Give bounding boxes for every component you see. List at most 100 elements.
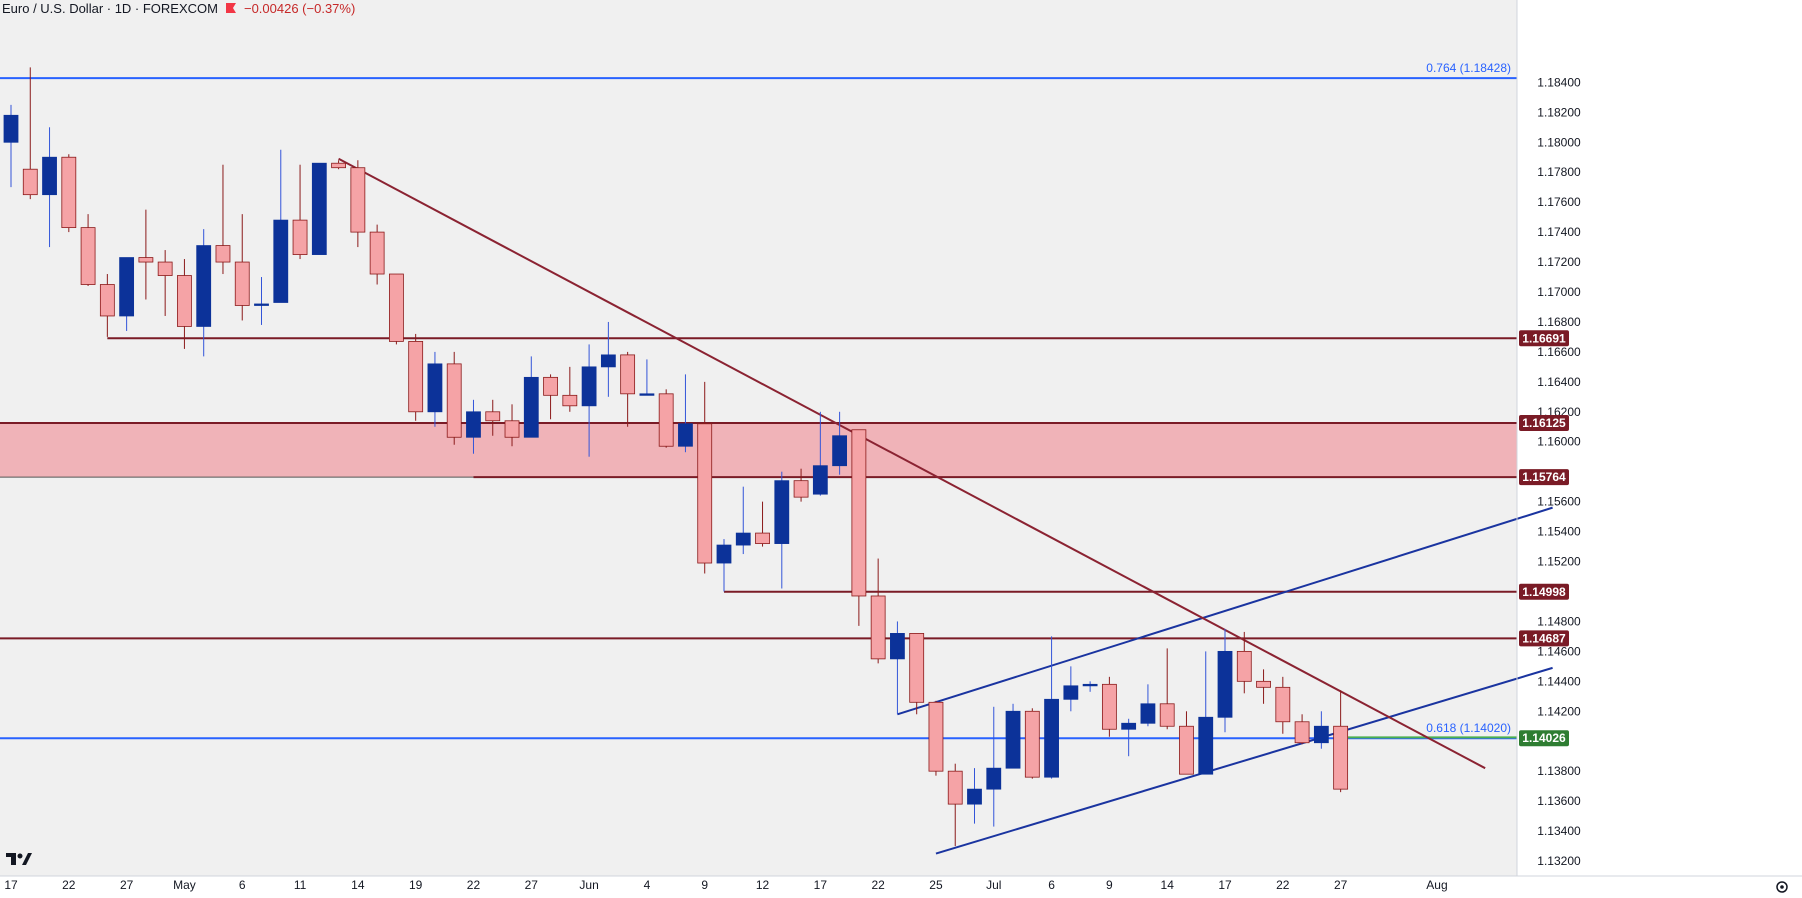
candle-3 <box>61 154 77 233</box>
x-tick-label: Jun <box>579 878 598 892</box>
candle-61 <box>1179 711 1194 775</box>
y-tick-label: 1.16000 <box>1537 435 1581 449</box>
fib-label-5: 0.618 (1.14020) <box>1426 721 1511 735</box>
x-tick-label: 11 <box>294 878 307 892</box>
candle-body <box>254 303 269 306</box>
candle-8 <box>157 250 173 316</box>
price-tag-4-bg <box>1519 630 1569 647</box>
y-tick-label: 1.14200 <box>1537 704 1581 718</box>
candle-body <box>234 261 250 306</box>
y-tick-label: 1.15600 <box>1537 495 1581 509</box>
candle-body <box>311 162 327 255</box>
x-tick-label: 9 <box>1106 878 1113 892</box>
candle-29 <box>562 366 578 412</box>
candles <box>3 67 1349 847</box>
candle-body <box>851 429 867 597</box>
symbol-title[interactable]: Euro / U.S. Dollar · 1D · FOREXCOM <box>2 0 218 16</box>
candle-1 <box>22 67 38 200</box>
candle-38 <box>735 486 751 555</box>
candle-16 <box>311 162 327 255</box>
candle-body <box>793 480 809 498</box>
candle-63 <box>1217 628 1233 733</box>
time-axis: 17 22 27 May 6 11 14 19 22 27 Jun 4 9 12 17 22 25 Jul 6 9 14… <box>4 878 1447 892</box>
candle-body <box>639 393 655 396</box>
candle-body <box>658 393 674 447</box>
candle-body <box>755 532 770 544</box>
y-tick-label: 1.13800 <box>1537 764 1581 778</box>
candle-34 <box>658 389 674 448</box>
candle-12 <box>234 214 250 321</box>
candle-24 <box>466 399 481 454</box>
candle-45 <box>870 558 886 664</box>
candle-body <box>562 394 578 407</box>
candle-body <box>350 167 366 233</box>
candle-35 <box>678 374 693 453</box>
price-tag-3-bg <box>1519 583 1569 600</box>
candle-28 <box>543 374 558 420</box>
candle-body <box>581 366 597 407</box>
candle-body <box>1275 686 1291 723</box>
candle-body <box>600 354 616 368</box>
tv-logo-dot <box>17 853 23 859</box>
x-tick-label: 17 <box>4 878 18 892</box>
candle-body <box>1024 710 1040 778</box>
candle-54 <box>1044 636 1059 779</box>
candle-17 <box>331 160 346 170</box>
price-tag-current-bg <box>1519 730 1569 747</box>
gear-ring <box>1776 881 1788 893</box>
candle-body <box>697 423 713 564</box>
fib-label-0: 0.764 (1.18428) <box>1426 61 1511 75</box>
channel-lower-line <box>935 666 1553 855</box>
candle-body <box>1005 710 1021 769</box>
candle-20 <box>388 273 404 345</box>
candle-30 <box>581 344 597 457</box>
resistance-zone <box>0 423 1517 478</box>
candle-body <box>408 341 424 413</box>
candle-44 <box>851 429 867 626</box>
price-change: −0.00426 (−0.37%) <box>243 0 356 16</box>
candle-body <box>215 245 231 263</box>
y-tick-label: 1.15400 <box>1537 525 1581 539</box>
tradingview-logo <box>6 853 32 865</box>
y-tick-label: 1.17200 <box>1537 255 1581 269</box>
tv-logo-slash <box>22 853 32 865</box>
price-tag-4: 1.14687 <box>1522 631 1566 645</box>
y-tick-label: 1.17000 <box>1537 285 1581 299</box>
price-tag-3: 1.14998 <box>1522 585 1566 599</box>
candle-body <box>986 767 1002 790</box>
candle-body <box>543 376 558 396</box>
candle-26 <box>504 404 520 447</box>
candle-body <box>1294 721 1310 744</box>
candle-51 <box>986 706 1002 827</box>
candle-4 <box>80 214 96 287</box>
price-tag-zone-bottom: 1.15764 <box>1522 470 1566 484</box>
chart-header: Euro / U.S. Dollar · 1D · FOREXCOM −0.00… <box>2 0 355 16</box>
candle-56 <box>1082 681 1098 692</box>
candle-body <box>1044 698 1059 778</box>
candle-14 <box>273 149 289 303</box>
flag-icon <box>225 3 236 13</box>
y-tick-label: 1.13400 <box>1537 824 1581 838</box>
candle-10 <box>196 229 212 357</box>
x-tick-label: 22 <box>467 878 481 892</box>
candle-body <box>832 435 848 467</box>
candle-body <box>523 376 539 438</box>
y-tick-label: 1.14600 <box>1537 644 1581 658</box>
x-tick-label: 12 <box>756 878 770 892</box>
candle-body <box>369 231 385 275</box>
price-tag-1-bg <box>1519 330 1569 347</box>
candle-62 <box>1198 651 1214 775</box>
candle-21 <box>408 333 424 421</box>
candle-body <box>774 480 790 544</box>
candle-body <box>967 788 982 805</box>
y-tick-label: 1.18000 <box>1537 135 1581 149</box>
y-tick-label: 1.17600 <box>1537 195 1581 209</box>
candle-66 <box>1275 676 1291 734</box>
candle-31 <box>600 321 616 397</box>
settings-gear-icon[interactable] <box>1776 881 1788 893</box>
candle-body <box>42 156 57 196</box>
channel-upper-line <box>897 506 1553 716</box>
x-tick-label: 27 <box>120 878 134 892</box>
candle-body <box>485 411 501 422</box>
